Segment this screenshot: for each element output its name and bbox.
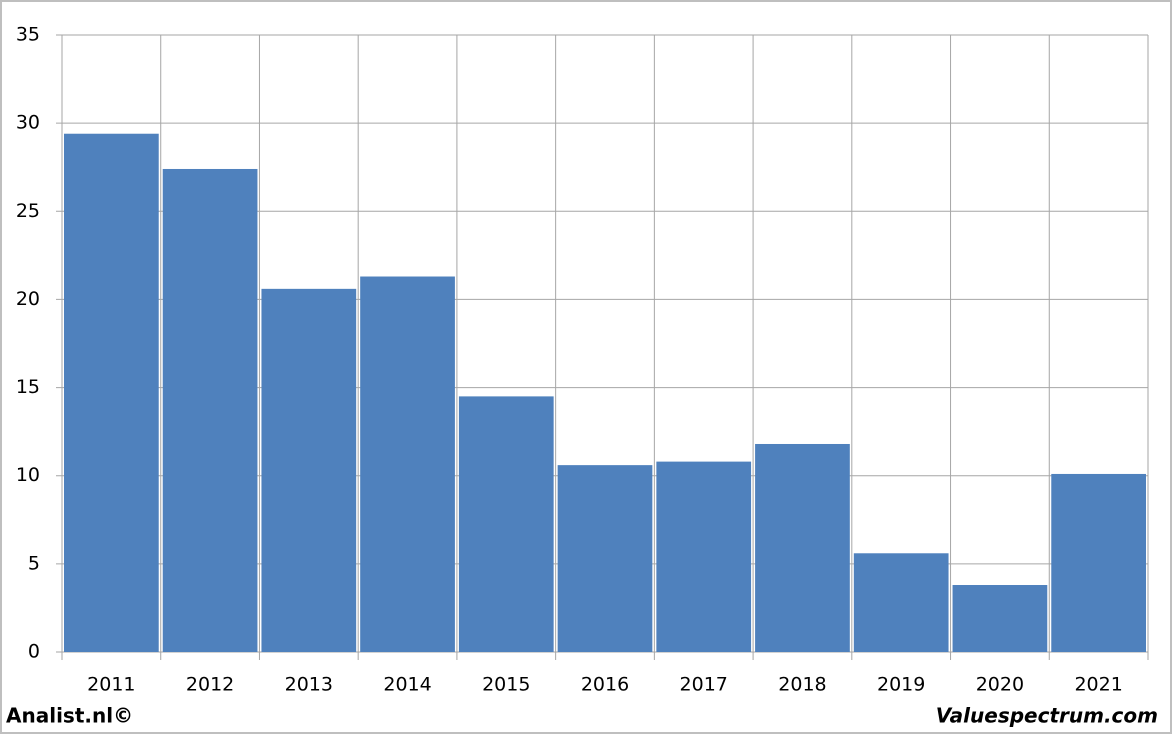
x-tick-label: 2015 [482, 674, 530, 696]
x-tick-label: 2016 [581, 674, 629, 696]
bar [557, 465, 653, 652]
footer-right: Valuespectrum.com [936, 704, 1158, 728]
y-tick-label: 10 [16, 464, 40, 486]
y-tick-label: 25 [16, 200, 40, 222]
bar [360, 276, 455, 652]
y-tick-label: 5 [28, 552, 40, 574]
x-tick-label: 2018 [778, 674, 826, 696]
x-tick-label: 2012 [186, 674, 234, 696]
x-tick-label: 2013 [285, 674, 333, 696]
x-tick-label: 2020 [976, 674, 1024, 696]
y-tick-label: 0 [28, 641, 40, 663]
bar [853, 553, 949, 652]
bar [64, 133, 159, 653]
bar [1051, 473, 1146, 652]
y-tick-label: 20 [16, 288, 40, 310]
bar [656, 461, 752, 652]
bar [458, 396, 554, 652]
x-tick-label: 2011 [87, 674, 135, 696]
bar [162, 168, 258, 652]
bar [261, 288, 357, 652]
bar [952, 585, 1048, 652]
x-tick-label: 2014 [383, 674, 431, 696]
x-tick-label: 2017 [680, 674, 728, 696]
y-tick-label: 30 [16, 112, 40, 134]
y-tick-label: 15 [16, 376, 40, 398]
footer-left: Analist.nl© [6, 704, 133, 728]
y-tick-label: 35 [16, 24, 40, 46]
x-tick-label: 2021 [1074, 674, 1122, 696]
bar [755, 443, 850, 652]
x-tick-label: 2019 [877, 674, 925, 696]
